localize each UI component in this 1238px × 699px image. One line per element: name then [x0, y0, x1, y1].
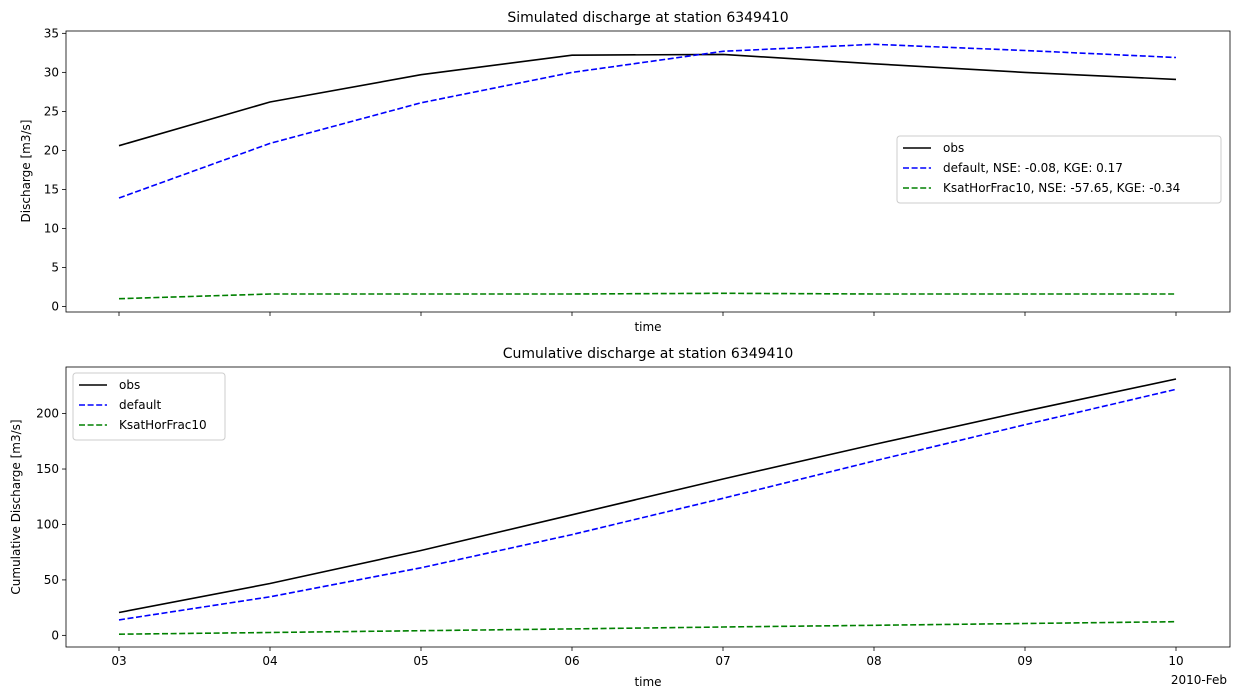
x-axis-label: time	[634, 320, 661, 334]
x-axis-label: time	[634, 675, 661, 689]
x-tick-label: 06	[564, 654, 579, 668]
y-tick-label: 200	[36, 407, 59, 421]
series-line-1	[118, 378, 1177, 614]
legend-box	[72, 372, 226, 441]
series-line-2	[118, 388, 1177, 621]
chart-title: Simulated discharge at station 6349410	[507, 10, 788, 26]
x-tick-label: 09	[1017, 654, 1032, 668]
y-tick-label: 0	[51, 628, 59, 642]
y-tick-label: 30	[44, 65, 59, 79]
x-tick-label: 07	[715, 654, 730, 668]
x-tick-label: 04	[262, 654, 277, 668]
x-tick-label: 05	[413, 654, 428, 668]
x-tick-label: 08	[866, 654, 881, 668]
legend-entry: default, NSE: -0.08, KGE: 0.17	[943, 161, 1123, 175]
y-tick-label: 25	[44, 104, 59, 118]
discharge-chart: Simulated discharge at station 6349410 0…	[19, 10, 1231, 334]
legend-box	[896, 135, 1222, 204]
y-tick-label: 0	[51, 300, 59, 314]
plot-frame	[65, 30, 1231, 313]
legend-entry: default	[119, 398, 162, 412]
legend-entry: KsatHorFrac10	[119, 418, 207, 432]
legend-entry: KsatHorFrac10, NSE: -57.65, KGE: -0.34	[943, 181, 1180, 195]
y-tick-label: 5	[51, 261, 59, 275]
y-axis-label: Discharge [m3/s]	[19, 120, 33, 223]
y-tick-label: 150	[36, 462, 59, 476]
legend: obs default KsatHorFrac10	[72, 372, 226, 441]
y-axis-label: Cumulative Discharge [m3/s]	[9, 419, 23, 594]
x-axis-offset-label: 2010-Feb	[1171, 673, 1227, 687]
legend-entry: obs	[943, 141, 964, 155]
series-line-3	[118, 292, 1176, 300]
series-line-1	[118, 53, 1177, 147]
series-line-2	[118, 43, 1177, 199]
y-tick-label: 15	[44, 182, 59, 196]
plot-frame	[65, 366, 1231, 648]
cumulative-discharge-chart: Cumulative discharge at station 6349410 …	[9, 346, 1231, 689]
y-tick-label: 100	[36, 517, 59, 531]
legend-entry: obs	[119, 378, 140, 392]
series-line-3	[118, 620, 1177, 635]
y-tick-label: 10	[44, 221, 59, 235]
x-tick-label: 10	[1168, 654, 1183, 668]
legend: obs default, NSE: -0.08, KGE: 0.17 KsatHor…	[896, 135, 1222, 204]
chart-title: Cumulative discharge at station 6349410	[503, 346, 794, 362]
y-tick-label: 20	[44, 143, 59, 157]
x-tick-label: 03	[111, 654, 126, 668]
y-tick-label: 35	[44, 26, 59, 40]
y-tick-label: 50	[44, 573, 59, 587]
